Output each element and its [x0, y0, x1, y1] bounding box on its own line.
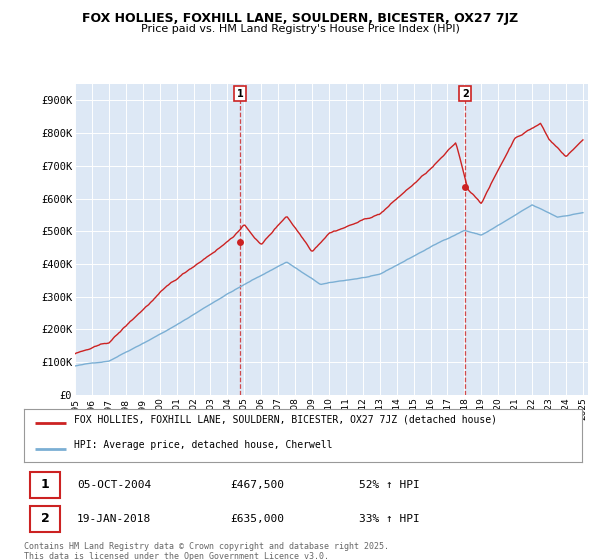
Bar	[29, 506, 60, 532]
Text: 1: 1	[41, 478, 49, 491]
Text: 05-OCT-2004: 05-OCT-2004	[77, 480, 151, 489]
Text: £635,000: £635,000	[230, 514, 284, 524]
Text: 2: 2	[462, 89, 469, 99]
Text: 33% ↑ HPI: 33% ↑ HPI	[359, 514, 419, 524]
Text: Contains HM Land Registry data © Crown copyright and database right 2025.
This d: Contains HM Land Registry data © Crown c…	[24, 542, 389, 560]
Text: Price paid vs. HM Land Registry's House Price Index (HPI): Price paid vs. HM Land Registry's House …	[140, 24, 460, 34]
Text: 2: 2	[41, 512, 49, 525]
Bar	[29, 472, 60, 498]
Text: 1: 1	[236, 89, 244, 99]
Text: FOX HOLLIES, FOXHILL LANE, SOULDERN, BICESTER, OX27 7JZ: FOX HOLLIES, FOXHILL LANE, SOULDERN, BIC…	[82, 12, 518, 25]
Text: FOX HOLLIES, FOXHILL LANE, SOULDERN, BICESTER, OX27 7JZ (detached house): FOX HOLLIES, FOXHILL LANE, SOULDERN, BIC…	[74, 415, 497, 424]
Text: £467,500: £467,500	[230, 480, 284, 489]
Text: HPI: Average price, detached house, Cherwell: HPI: Average price, detached house, Cher…	[74, 440, 333, 450]
Text: 19-JAN-2018: 19-JAN-2018	[77, 514, 151, 524]
Text: 52% ↑ HPI: 52% ↑ HPI	[359, 480, 419, 489]
